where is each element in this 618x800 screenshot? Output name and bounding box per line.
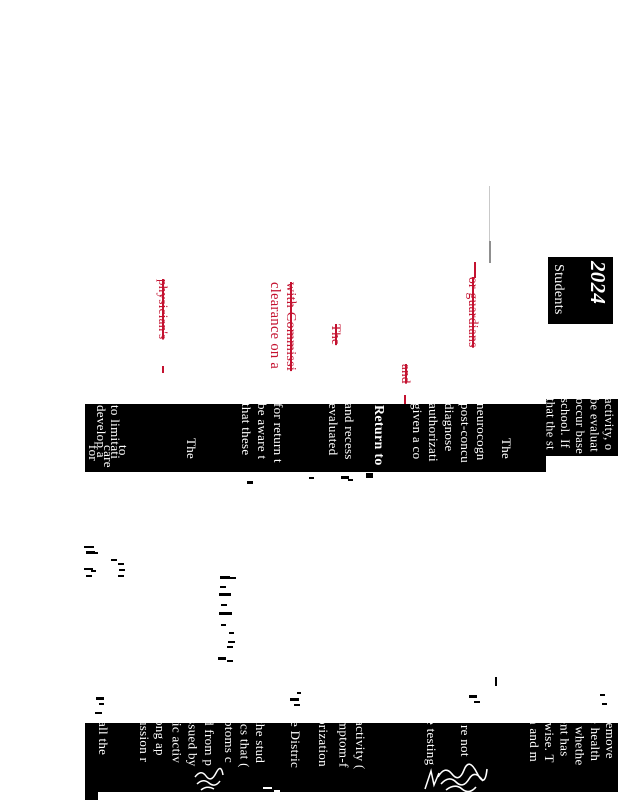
artifact-speck <box>229 632 234 634</box>
artifact-speck <box>86 551 95 554</box>
inserted-text-clearance: clearance on a <box>267 282 283 370</box>
rule-line <box>489 186 490 242</box>
para-student: the stud ics that ( ptoms c <box>222 723 268 768</box>
artifact-speck <box>602 703 607 705</box>
artifact-dash <box>274 790 280 792</box>
para-limit: to limitati develop a <box>94 405 123 460</box>
artifact-speck <box>309 477 314 479</box>
artifact-speck <box>247 481 253 484</box>
deleted-text-the: The <box>329 324 344 346</box>
para-activity: activity ( mptom-f <box>336 723 369 770</box>
redaction-band-lower: remove e health f whethe ent has rwise. … <box>85 723 618 792</box>
artifact-speck <box>294 704 300 706</box>
artifact-speck <box>474 701 480 703</box>
not-fragment: re not <box>458 725 473 757</box>
artifact-speck <box>219 593 231 596</box>
artifact-speck <box>95 712 102 714</box>
artifact-speck <box>227 646 233 648</box>
artifact-speck <box>91 570 96 572</box>
artifact-speck <box>84 546 94 548</box>
care-fragment: to care for <box>86 445 131 468</box>
strike-line-tail <box>474 262 476 278</box>
artifact-speck <box>96 697 104 700</box>
artifact-speck <box>303 469 309 472</box>
artifact-speck <box>228 641 235 643</box>
artifact-speck <box>227 660 233 662</box>
artifact-speck <box>218 657 226 660</box>
artifact-speck <box>118 575 124 577</box>
students-label: Students <box>551 264 566 315</box>
deleted-text-guardians: or guardians <box>466 277 481 348</box>
artifact-speck <box>290 699 298 701</box>
artifact-speck <box>219 612 232 615</box>
strike-line-tail <box>162 366 164 373</box>
artifact-speck <box>86 575 92 577</box>
artifact-speck <box>495 677 497 686</box>
district-fragment: e Distric <box>288 723 303 769</box>
para-neuro: neurocogn post-concu diagnose authorizat… <box>410 404 489 464</box>
artifact-speck <box>297 692 301 694</box>
artifact-speck <box>99 703 104 705</box>
para-intro: activity, o be evaluat occur base school… <box>546 399 616 455</box>
artifact-speck <box>600 694 605 696</box>
artifact-speck <box>228 577 236 579</box>
artifact-dash <box>263 787 272 789</box>
artifact-speck <box>341 476 349 479</box>
heading-return-to: Return to <box>371 405 386 466</box>
year-label: 2024 <box>586 261 610 305</box>
signature-scribble <box>437 763 488 792</box>
artifact-speck <box>84 568 93 570</box>
deleted-text-physician: physician's <box>156 279 171 340</box>
authorization-fragment: orization <box>316 723 331 767</box>
rule-line-dark-segment <box>489 241 491 263</box>
all-the-fragment: all the <box>96 723 111 756</box>
artifact-speck <box>118 563 124 565</box>
redaction-band-upper-right: activity, o be evaluat occur base school… <box>546 399 618 456</box>
deleted-text-and: and <box>399 364 414 384</box>
artifact-speck <box>221 624 226 626</box>
artifact-speck <box>111 559 117 561</box>
para-aware: for return t be aware t that these <box>239 404 286 463</box>
artifact-speck <box>366 473 373 478</box>
artifact-speck <box>93 552 98 554</box>
artifact-speck <box>220 586 226 588</box>
artifact-speck <box>469 695 477 698</box>
header-highlight-box: 2024 Students <box>548 257 613 324</box>
para-start-the: The <box>499 438 514 460</box>
signature-scribble <box>194 767 224 791</box>
pen-mark <box>424 768 440 790</box>
para-recess: and recess evaluated <box>326 404 357 460</box>
artifact-speck <box>348 479 353 481</box>
para-remove: remove e health f whethe ent has rwise. … <box>526 723 618 766</box>
artifact-speck <box>221 604 227 606</box>
artifact-speck <box>119 569 125 571</box>
artifact-speck <box>85 792 98 800</box>
para-issued: d from p ssued by tic activ ong ap ussio… <box>136 723 217 767</box>
testing-fragment: e testing <box>424 723 439 766</box>
artifact-speck <box>220 576 230 579</box>
redaction-band-upper: neurocogn post-concu diagnose authorizat… <box>85 404 546 472</box>
deleted-text-with-commissioner: with Commissi <box>283 282 298 372</box>
strike-line-tail <box>404 395 406 404</box>
para-start-the: The <box>184 438 199 460</box>
